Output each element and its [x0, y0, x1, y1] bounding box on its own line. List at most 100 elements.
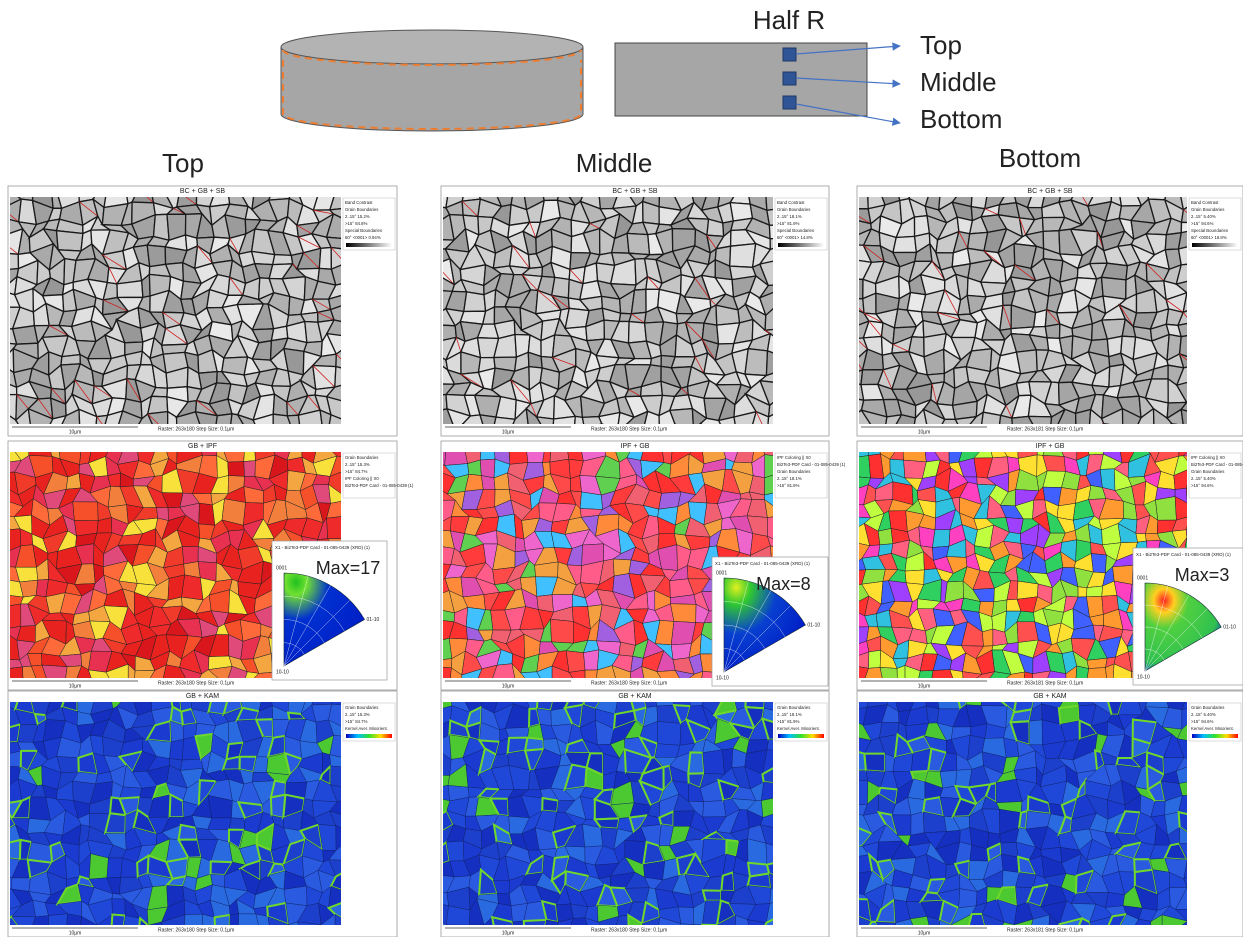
- map-image: [847, 689, 1202, 937]
- scale-label: 10µm: [918, 429, 931, 435]
- scale-label: 10µm: [69, 429, 82, 435]
- grain: [89, 854, 108, 880]
- grain: [878, 529, 893, 545]
- legend-text: Kernel Aver. Misorient.: [345, 726, 388, 731]
- raster-info: Raster: 263x180 Step Size: 0.1µm: [591, 680, 667, 686]
- map-image: [0, 689, 367, 937]
- map-image: [846, 184, 1202, 450]
- legend-colorbar: [1192, 734, 1238, 738]
- legend-text: Grain Boundaries: [777, 469, 810, 474]
- scale-label: 10µm: [502, 683, 515, 689]
- grain: [926, 706, 939, 723]
- grain: [182, 546, 198, 564]
- grain: [1105, 892, 1124, 907]
- panel-title: BC + GB + SB: [1027, 188, 1072, 195]
- legend-text: >15° 81.9%: [777, 483, 800, 488]
- legend-text: >15° 84.7%: [345, 469, 368, 474]
- grain: [148, 396, 168, 414]
- column-title: Top: [162, 148, 204, 178]
- grain: [435, 659, 452, 668]
- map-column: Middle BC + GB + SB Band Contrast Grain Bou…: [430, 148, 846, 937]
- grain: [671, 644, 691, 660]
- pole-label: 10-10: [716, 675, 729, 681]
- grain: [1136, 533, 1146, 542]
- grain: [1002, 854, 1020, 872]
- grain: [647, 591, 655, 611]
- grain: [228, 462, 245, 477]
- column-title: Middle: [576, 148, 653, 178]
- legend-text: 60° <0001> 14.8%: [777, 235, 813, 240]
- grain: [911, 812, 924, 835]
- panel-title: BC + GB + SB: [612, 188, 657, 195]
- grain: [584, 650, 600, 670]
- legend-colorbar: [778, 243, 824, 247]
- map-image: [431, 184, 786, 450]
- legend-text: Kernel Aver. Misorient.: [777, 726, 820, 731]
- grain: [480, 459, 495, 478]
- grain: [107, 858, 123, 878]
- legend-text: 2..15° 5.40%: [1191, 214, 1216, 219]
- legend-text: Grain Boundaries: [777, 207, 810, 212]
- pole-figure-max: Max=8: [756, 574, 811, 594]
- panel-title: GB + KAM: [1033, 693, 1066, 700]
- grain: [919, 527, 935, 548]
- section: [615, 43, 900, 123]
- raster-info: Raster: 263x181 Step Size: 0.1µm: [1007, 927, 1083, 933]
- raster-info: Raster: 263x181 Step Size: 0.1µm: [1007, 680, 1083, 686]
- pole-label: 10-10: [1137, 674, 1150, 680]
- panel-title: GB + IPF: [188, 443, 217, 450]
- legend-text: Grain Boundaries: [345, 455, 378, 460]
- grain: [0, 604, 21, 630]
- map-panel: BC + GB + SBBand ContrastGrain Boundarie…: [0, 184, 397, 450]
- pole-label: 0001: [276, 565, 287, 571]
- grain: [671, 604, 697, 623]
- grain: [1034, 310, 1047, 327]
- grain: [1156, 497, 1177, 521]
- legend-text: >15° 81.9%: [777, 719, 800, 724]
- raster-info: Raster: 263x180 Step Size: 0.1µm: [158, 927, 234, 933]
- grain: [745, 349, 768, 376]
- scale-label: 10µm: [502, 429, 515, 435]
- grain: [447, 841, 464, 861]
- legend-text: 2..15° 18.1%: [777, 712, 802, 717]
- pole-label: 01-10: [807, 622, 820, 628]
- map-panel: GB + KAMGrain Boundaries2..15° 5.40%>15°…: [847, 689, 1243, 937]
- grain: [552, 277, 570, 298]
- grain: [893, 236, 916, 252]
- legend-text: Bi2Te3-PDF Card - 01-085-0439 (1): [345, 483, 414, 488]
- grain: [703, 750, 725, 775]
- map-panel: GB + KAMGrain Boundaries2..15° 18.1%>15°…: [430, 689, 829, 937]
- position-label: Bottom: [920, 104, 1002, 134]
- legend-text: 2..15° 15.3%: [345, 712, 370, 717]
- grain: [905, 570, 924, 585]
- grain: [1016, 873, 1037, 888]
- legend-text: 60° <0001> 0.94%: [345, 235, 381, 240]
- grain: [1017, 581, 1038, 599]
- half-r-label: Half R: [753, 5, 825, 35]
- figure: Half R Top Middle Bottom TopBC + GB + SB…: [0, 0, 1243, 937]
- legend-text: Grain Boundaries: [345, 705, 378, 710]
- legend-text: >15° 84.7%: [345, 719, 368, 724]
- grain: [147, 245, 165, 267]
- scale-label: 10µm: [69, 930, 82, 936]
- legend-text: Bi2Te3-PDF Card - 01-085-0439 (1): [777, 462, 846, 467]
- maps: TopBC + GB + SBBand ContrastGrain Bounda…: [0, 143, 1243, 937]
- grain: [688, 752, 704, 773]
- legend-text: 2..15° 5.40%: [1191, 476, 1216, 481]
- grain: [431, 785, 450, 801]
- grain: [229, 818, 245, 830]
- grain: [117, 281, 143, 298]
- pole-figure-card: X1 - Bi2Te3-PDF Card - 01-085-0439 (XRD)…: [715, 561, 810, 566]
- grain: [580, 492, 603, 510]
- grain: [932, 530, 950, 548]
- legend-text: Band Contrast: [777, 200, 805, 205]
- legend-text: 2..15° 15.3%: [345, 462, 370, 467]
- grain: [1087, 596, 1104, 617]
- map-image: [430, 689, 785, 937]
- raster-info: Raster: 263x180 Step Size: 0.1µm: [158, 426, 234, 432]
- scale-label: 10µm: [69, 683, 82, 689]
- grain: [284, 886, 307, 906]
- grain: [273, 255, 293, 265]
- grain: [627, 233, 650, 254]
- legend-text: 2..15° 5.40%: [1191, 712, 1216, 717]
